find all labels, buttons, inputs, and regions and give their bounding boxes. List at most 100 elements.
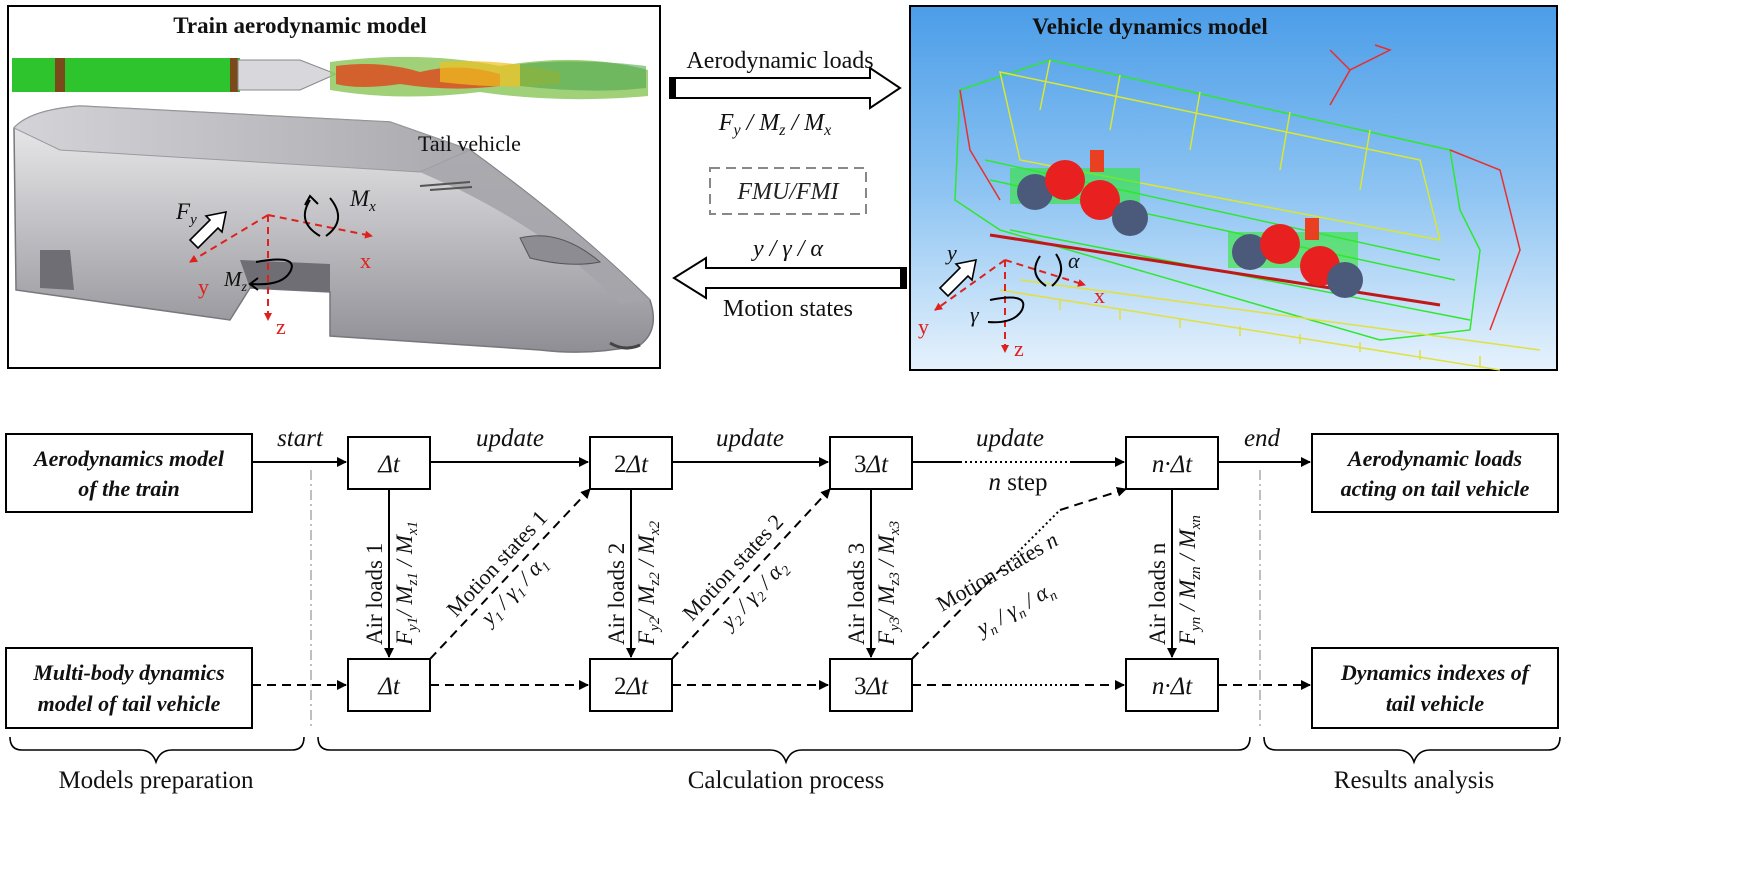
fmu-fmi-box [709,167,867,215]
dyn-panel-title: Vehicle dynamics model [1032,14,1268,39]
moment-mz-label: Mz [223,267,248,295]
dyn-y-axis-line [934,259,1006,311]
wireframe-vehicle-image [954,44,1541,371]
air-loads-vars-2: Fy2/ Mz2 / Mx2 [634,520,663,646]
dyn-state-symbols: y α γ [938,240,1080,327]
brace-models-preparation [9,736,305,765]
aero-load-symbols: Fy Mx Mz [175,186,376,295]
mbd-step-box-1 [347,658,431,712]
motion-arrow-nb [999,509,1061,571]
mbd-model-box-line2: model of tail vehicle [38,691,221,716]
dyn-z-label: z [1014,336,1024,361]
aero-step-label-n: n·Δt [1152,451,1193,478]
air-loads-vars-n: Fyn / Mzn / Mxn [1175,515,1204,646]
tail-vehicle-label: Tail vehicle [418,131,521,156]
air-loads-vars-3: Fy3/ Mz3 / Mx3 [874,521,903,646]
results-analysis-label: Results analysis [1334,767,1494,794]
mbd-step-box-2 [589,658,673,712]
yaw-gamma-icon [987,296,1025,324]
dyn-x-axis-line [1004,259,1086,287]
dyn-y-label: y [918,314,929,339]
aero-axes: x y z [189,214,373,339]
x-axis-line [267,214,373,239]
brace-results-analysis [1263,736,1561,765]
models-preparation-label: Models preparation [58,767,254,794]
coupling-exchange: Aerodynamic loads Fy / Mz / Mx FMU/FMI y… [669,48,907,322]
air-loads-vars-1: Fy1/ Mz1 / Mx1 [392,521,421,646]
update-label-2: update [716,425,784,452]
roll-alpha-icon [1034,253,1063,287]
mbd-step-label-n: n·Δt [1152,673,1193,700]
start-label: start [277,425,324,452]
mbd-model-box-line1: Multi-body dynamics [32,660,224,685]
dyn-x-label: x [1094,283,1105,308]
motion-arrow-na [911,569,1001,660]
calculation-process-label: Calculation process [688,767,884,794]
air-load-labels: Air loads 1 Fy1/ Mz1 / Mx1 Air loads 2 F… [362,515,1204,646]
air-loads-label-3: Air loads 3 [844,543,869,645]
air-loads-label-1: Air loads 1 [362,543,387,645]
moment-mz-icon [251,258,293,286]
aero-step-label-1: Δt [377,451,401,478]
update-label-1: update [476,425,544,452]
dynamics-indexes-line1: Dynamics indexes of [1340,660,1532,685]
aero-panel-title: Train aerodynamic model [173,13,426,38]
lateral-y-arrow-icon [938,258,978,298]
z-axis-label: z [276,314,286,339]
mbd-step-label-2: 2Δt [614,673,649,700]
motion-state-arrows [429,486,1127,660]
mbd-step-box-n [1125,658,1219,712]
aero-model-box [5,433,253,513]
aero-loads-result-box [1311,433,1559,513]
force-fy-label: Fy [175,199,197,228]
aero-model-panel: Train aerodynamic model Tail vehicle [7,5,661,369]
moment-mx-label: Mx [349,186,376,215]
aero-model-box-line2: of the train [78,476,179,501]
mbd-step-label-3: 3Δt [854,673,889,700]
aero-loads-result-line1: Aerodynamic loads [1346,446,1522,471]
dynamics-model-panel: Vehicle dynamics model [909,5,1558,371]
motion-vars: y / γ / α [751,236,823,262]
phase-braces [9,736,1561,765]
motion-state-labels: Motion states 1 y1 / γ1 / α1 Motion stat… [441,505,1062,641]
n-step-label: n step [988,469,1047,496]
brace-calculation-process [317,736,1251,765]
end-label: end [1244,425,1281,452]
dynamics-indexes-box [1311,647,1559,729]
dyn-axes: x y z [918,259,1105,361]
air-loads-label-n: Air loads n [1145,542,1170,645]
mbd-step-box-3 [829,658,913,712]
state-gamma-label: γ [970,302,980,327]
aero-step-label-2: 2Δt [614,451,649,478]
mbd-step-label-1: Δt [377,673,401,700]
state-alpha-label: α [1068,248,1080,273]
force-fy-arrow-icon [188,210,228,250]
aero-time-steps: Δt 2Δt 3Δt n·Δt [347,436,1219,490]
calculation-flow: Aerodynamics model of the train Multi-bo… [5,425,1559,729]
mbd-model-box [5,647,253,729]
motion-arrow-2 [671,488,831,660]
moment-mx-icon [303,197,339,237]
air-loads-label-2: Air loads 2 [604,543,629,645]
flow-field-image [12,56,648,100]
motion-states-label: Motion states [723,296,853,322]
x-axis-label: x [360,248,371,273]
dynamics-indexes-line2: tail vehicle [1386,691,1485,716]
aero-step-box-1 [347,436,431,490]
aero-loads-result-line2: acting on tail vehicle [1341,476,1530,501]
motion-states-arrow-icon [672,256,907,300]
y-axis-label: y [198,274,209,299]
aero-step-label-3: 3Δt [854,451,889,478]
state-y-label: y [945,240,957,265]
update-label-3: update [976,425,1044,452]
mbd-time-steps: Δt 2Δt 3Δt n·Δt [347,658,1219,712]
dyn-panel-frame [909,5,1558,371]
bogie-wheels-image [1010,150,1363,298]
y-axis-line [189,214,269,263]
fmu-fmi-label: FMU/FMI [736,179,839,205]
aero-loads-vars: Fy / Mz / Mx [718,110,831,139]
motion-arrow-nc [1059,486,1127,511]
aero-loads-label: Aerodynamic loads [686,48,873,74]
motion-arrow-1 [429,488,591,660]
aero-loads-arrow-icon [669,66,902,110]
